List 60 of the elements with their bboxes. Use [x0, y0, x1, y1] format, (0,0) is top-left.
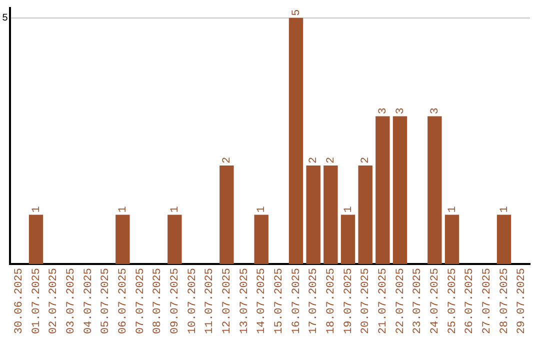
bar — [306, 166, 320, 264]
data-label: 2 — [326, 156, 338, 164]
data-label: 2 — [360, 156, 372, 164]
x-tick-label: 30.06.2025 — [14, 268, 26, 334]
bar — [496, 214, 512, 264]
data-label: 2 — [308, 156, 320, 164]
data-label: 1 — [256, 206, 268, 213]
bar — [340, 214, 356, 264]
bar — [28, 214, 44, 264]
data-label: 2 — [222, 156, 234, 164]
bar — [444, 214, 460, 264]
bar — [358, 166, 372, 264]
bar — [288, 18, 304, 264]
x-tick-label: 27.07.2025 — [482, 268, 494, 334]
x-tick-label: 23.07.2025 — [412, 268, 424, 334]
x-tick-label: 29.07.2025 — [516, 268, 528, 334]
x-tick-label: 25.07.2025 — [446, 268, 459, 334]
data-label: 1 — [118, 206, 130, 213]
x-tick-label: 26.07.2025 — [464, 268, 476, 334]
x-tick-label: 15.07.2025 — [274, 268, 286, 334]
x-tick-label: 07.07.2025 — [134, 268, 147, 334]
data-label: 3 — [394, 108, 407, 114]
x-tick-label: 14.07.2025 — [256, 268, 268, 334]
x-tick-label: 16.07.2025 — [290, 268, 303, 334]
data-label: 5 — [290, 9, 303, 16]
bar — [254, 214, 268, 264]
bar — [116, 214, 130, 264]
bar — [428, 116, 442, 264]
x-tick-label: 18.07.2025 — [326, 268, 338, 334]
x-tick-label: 06.07.2025 — [118, 268, 130, 334]
data-label: 1 — [30, 206, 43, 213]
x-tick-label: 22.07.2025 — [394, 268, 407, 334]
data-label: 3 — [378, 108, 390, 114]
x-tick-label: 28.07.2025 — [498, 268, 511, 334]
x-tick-label: 17.07.2025 — [308, 268, 320, 334]
x-tick-label: 02.07.2025 — [48, 268, 60, 334]
x-tick-label: 24.07.2025 — [430, 268, 442, 334]
x-tick-label: 10.07.2025 — [186, 268, 199, 334]
bar — [220, 166, 234, 264]
bar — [168, 214, 182, 264]
bar — [324, 166, 338, 264]
x-tick-label: 08.07.2025 — [152, 268, 164, 334]
data-label: 3 — [430, 108, 442, 114]
x-tick-label: 11.07.2025 — [204, 268, 216, 334]
x-tick-label: 13.07.2025 — [238, 268, 251, 334]
x-tick-label: 19.07.2025 — [342, 268, 355, 334]
data-label: 1 — [446, 206, 459, 213]
data-label: 1 — [498, 206, 511, 213]
data-label: 1 — [170, 206, 182, 213]
x-tick-label: 05.07.2025 — [100, 268, 112, 334]
x-tick-label: 21.07.2025 — [378, 268, 390, 334]
x-tick-label: 12.07.2025 — [222, 268, 234, 334]
x-tick-label: 01.07.2025 — [30, 268, 43, 334]
x-tick-label: 03.07.2025 — [66, 268, 78, 334]
bar — [376, 116, 390, 264]
bar — [392, 116, 408, 264]
x-tick-label: 09.07.2025 — [170, 268, 182, 334]
data-label: 1 — [342, 206, 355, 213]
x-tick-label: 20.07.2025 — [360, 268, 372, 334]
x-tick-label: 04.07.2025 — [82, 268, 95, 334]
